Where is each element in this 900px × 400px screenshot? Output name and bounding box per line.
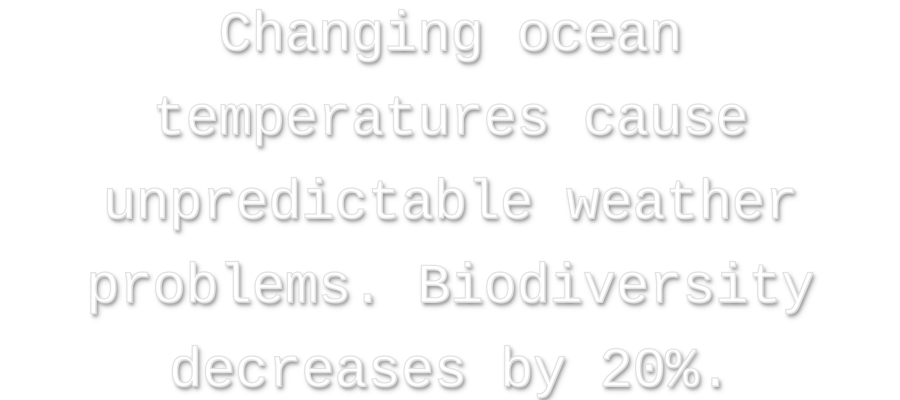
caption-line-1: Changing ocean: [218, 2, 683, 67]
caption-line-4: problems. Biodiversity: [85, 254, 815, 319]
caption-line-3: unpredictable weather: [102, 170, 799, 235]
caption-line-2: temperatures cause: [151, 86, 749, 151]
caption-line-5: decreases by 20%.: [168, 338, 732, 400]
